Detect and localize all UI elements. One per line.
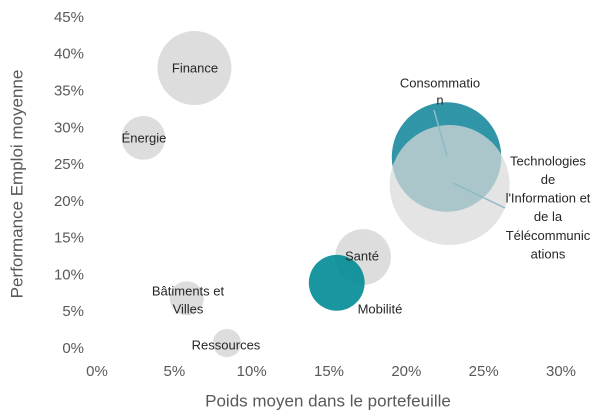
x-tick-label: 30% <box>546 363 576 380</box>
bubble-label: Mobilité <box>358 301 403 316</box>
y-tick-label: 15% <box>54 230 84 247</box>
y-tick-label: 35% <box>54 83 84 100</box>
x-axis-title: Poids moyen dans le portefeuille <box>205 391 451 410</box>
y-tick-label: 30% <box>54 119 84 136</box>
bubble <box>169 281 204 316</box>
x-tick-label: 15% <box>314 363 344 380</box>
bubble <box>157 31 232 106</box>
y-tick-label: 10% <box>54 266 84 283</box>
y-axis-title: Performance Emploi moyenne <box>7 70 26 299</box>
y-tick-label: 20% <box>54 193 84 210</box>
bubble <box>121 115 166 160</box>
x-tick-label: 0% <box>86 363 108 380</box>
bubble-label: de <box>541 172 555 187</box>
bubble <box>389 124 510 245</box>
bubble-label: l'Information et <box>506 191 591 206</box>
bubble-label: ations <box>531 246 566 261</box>
bubble <box>212 328 242 358</box>
leader-line <box>433 109 448 157</box>
bubble <box>308 254 365 311</box>
leader-line <box>452 182 506 209</box>
x-tick-label: 5% <box>163 363 185 380</box>
bubble-label: Énergie <box>122 130 167 145</box>
y-tick-label: 40% <box>54 46 84 63</box>
x-tick-label: 10% <box>237 363 267 380</box>
bubble-label: de la <box>534 209 563 224</box>
x-tick-label: 20% <box>391 363 421 380</box>
bubble-label: Technologies <box>510 153 586 168</box>
bubble-label: Finance <box>172 60 218 75</box>
y-tick-label: 45% <box>54 9 84 26</box>
bubble-label: Bâtiments et <box>152 283 225 298</box>
bubble-label: Télécommunic <box>506 228 591 243</box>
x-tick-label: 25% <box>469 363 499 380</box>
y-tick-label: 0% <box>62 340 84 357</box>
bubble-label: Consommatio <box>400 75 480 90</box>
bubble-label: Santé <box>345 248 379 263</box>
bubble-label: n <box>436 92 443 107</box>
bubble-label: Ressources <box>192 337 261 352</box>
y-tick-label: 5% <box>62 303 84 320</box>
bubble-label: Villes <box>173 301 204 316</box>
y-tick-label: 25% <box>54 156 84 173</box>
